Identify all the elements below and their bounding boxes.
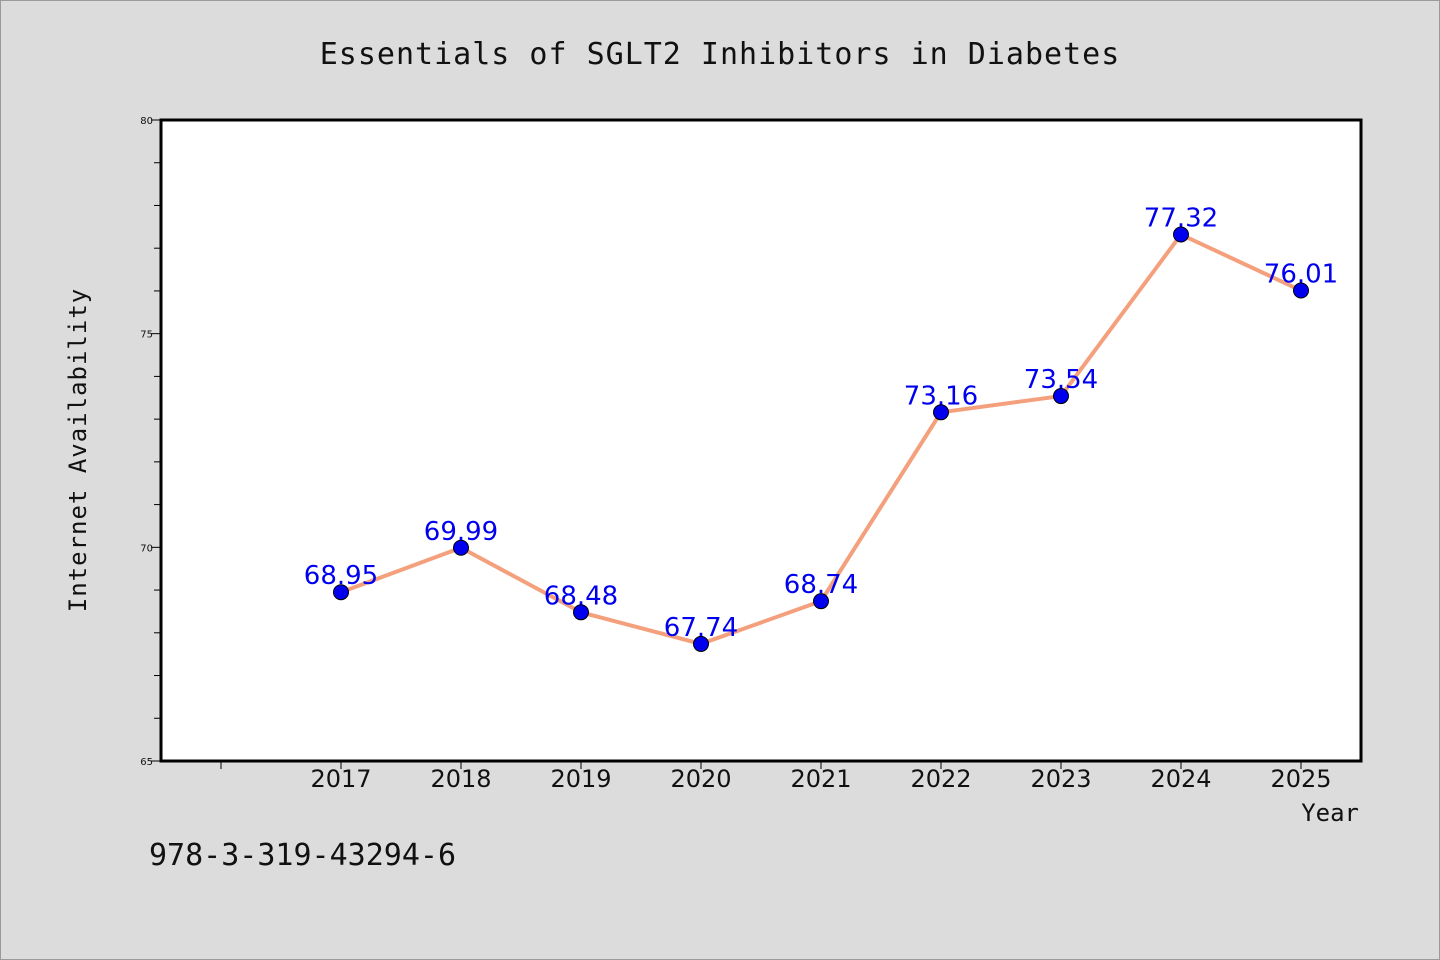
data-point [1173,226,1189,243]
data-label: 68.48 [544,581,618,611]
data-label: 73.54 [1024,365,1098,395]
x-tick-label: 2020 [670,765,731,793]
data-point [1053,388,1069,405]
data-label: 68.74 [784,570,858,600]
x-tick-label: 2021 [790,765,851,793]
data-point [333,584,349,601]
data-labels: 68.95 69.99 68.48 67.74 68.74 73.16 73.54 77.32… [304,204,1338,643]
data-label: 67.74 [664,613,738,643]
x-tick-label: 2023 [1030,765,1091,793]
data-point [453,539,469,556]
y-tick-label: 75 [140,330,153,341]
chart-title: Essentials of SGLT2 Inhibitors in Diabet… [320,37,1121,72]
x-axis: 2017 2018 2019 2020 2021 2022 2023 2024 2025 [220,761,1332,793]
x-axis-label: Year [1301,799,1359,827]
y-axis-label: Internet Availability [64,288,92,612]
x-tick-label: 2018 [430,765,491,793]
plot-area [159,118,1363,763]
y-tick-label: 65 [140,757,153,768]
y-tick-label: 70 [140,543,153,554]
data-label: 68.95 [304,561,378,591]
data-point [1293,282,1309,299]
x-tick-label: 2022 [910,765,971,793]
data-point [693,635,709,652]
data-label: 77.32 [1144,204,1218,234]
data-point [813,593,829,610]
x-tick-label: 2019 [550,765,611,793]
x-tick-label: 2017 [310,765,371,793]
y-tick-label: 80 [140,116,153,127]
data-point [573,604,589,621]
y-axis: 65 70 75 80 [140,116,161,768]
data-label: 69.99 [424,517,498,547]
data-point [933,404,949,421]
data-label: 76.01 [1264,260,1338,290]
data-label: 73.16 [904,381,978,411]
x-tick-label: 2025 [1270,765,1331,793]
x-tick-label: 2024 [1150,765,1211,793]
footer-isbn: 978-3-319-43294-6 [149,838,456,873]
series-layer [333,226,1309,652]
